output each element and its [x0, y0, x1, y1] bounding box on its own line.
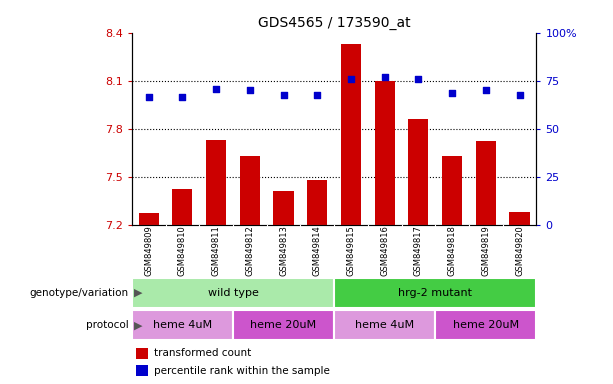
Text: heme 4uM: heme 4uM	[153, 320, 212, 331]
Text: wild type: wild type	[208, 288, 258, 298]
Point	[380, 74, 390, 81]
Text: GSM849812: GSM849812	[245, 225, 254, 276]
Text: percentile rank within the sample: percentile rank within the sample	[154, 366, 330, 376]
FancyBboxPatch shape	[132, 310, 233, 341]
FancyBboxPatch shape	[334, 278, 536, 308]
Point	[245, 87, 255, 93]
Bar	[240, 156, 260, 225]
Text: GSM849813: GSM849813	[279, 225, 288, 276]
Text: GSM849819: GSM849819	[481, 225, 490, 276]
Text: GSM849811: GSM849811	[211, 225, 221, 276]
Point	[346, 76, 356, 82]
Text: GSM849818: GSM849818	[447, 225, 457, 276]
Text: GSM849814: GSM849814	[313, 225, 322, 276]
FancyBboxPatch shape	[435, 310, 536, 341]
Text: transformed count: transformed count	[154, 348, 251, 358]
Bar	[136, 348, 148, 359]
Bar	[136, 365, 148, 376]
Text: GSM849815: GSM849815	[346, 225, 356, 276]
Text: ▶: ▶	[134, 320, 142, 331]
Bar	[442, 156, 462, 225]
Point	[481, 87, 491, 93]
Bar	[375, 81, 395, 225]
Bar	[172, 189, 192, 225]
Text: genotype/variation: genotype/variation	[29, 288, 129, 298]
FancyBboxPatch shape	[132, 278, 334, 308]
Text: heme 20uM: heme 20uM	[453, 320, 519, 331]
Bar	[206, 140, 226, 225]
Bar	[139, 214, 159, 225]
Bar	[408, 119, 428, 225]
Bar	[341, 44, 361, 225]
Text: hrg-2 mutant: hrg-2 mutant	[398, 288, 472, 298]
Text: ▶: ▶	[134, 288, 142, 298]
Text: GSM849820: GSM849820	[515, 225, 524, 276]
Point	[414, 76, 424, 82]
FancyBboxPatch shape	[233, 310, 334, 341]
Title: GDS4565 / 173590_at: GDS4565 / 173590_at	[258, 16, 410, 30]
Point	[178, 94, 188, 100]
Text: GSM849816: GSM849816	[380, 225, 389, 276]
Point	[279, 92, 289, 98]
Bar	[273, 191, 294, 225]
Bar	[307, 180, 327, 225]
Text: GSM849810: GSM849810	[178, 225, 187, 276]
FancyBboxPatch shape	[334, 310, 435, 341]
Text: protocol: protocol	[86, 320, 129, 331]
Text: heme 20uM: heme 20uM	[251, 320, 316, 331]
Text: GSM849817: GSM849817	[414, 225, 423, 276]
Text: GSM849809: GSM849809	[144, 225, 153, 276]
Text: heme 4uM: heme 4uM	[355, 320, 414, 331]
Bar	[476, 141, 496, 225]
Point	[211, 86, 221, 92]
Point	[313, 92, 322, 98]
Bar	[509, 212, 530, 225]
Point	[447, 90, 457, 96]
Point	[143, 94, 153, 100]
Point	[515, 92, 525, 98]
